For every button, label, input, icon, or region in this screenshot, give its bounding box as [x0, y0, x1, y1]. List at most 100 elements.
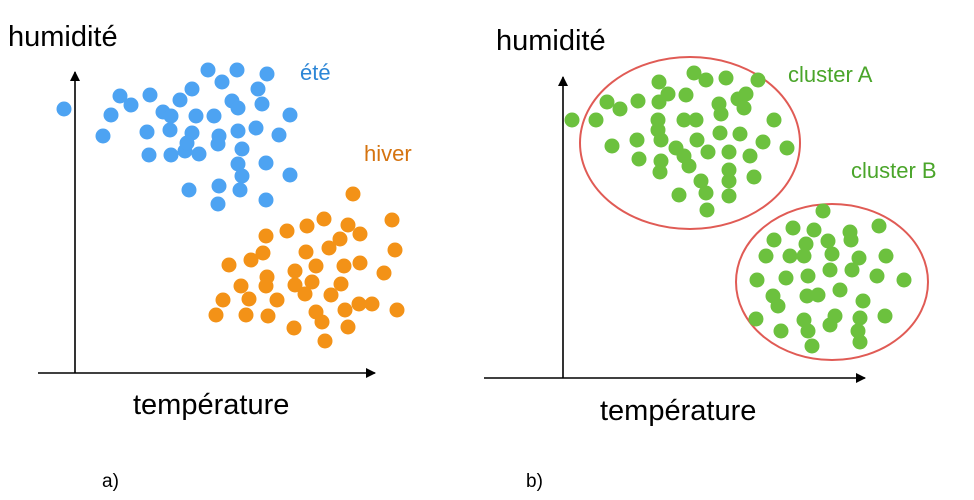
data-point — [652, 164, 668, 180]
cluster-b-ellipse — [735, 203, 929, 361]
data-point — [340, 217, 356, 233]
data-point — [800, 323, 816, 339]
data-point — [822, 262, 838, 278]
data-point — [869, 268, 885, 284]
data-point — [785, 220, 801, 236]
data-point — [721, 144, 737, 160]
data-point — [321, 240, 337, 256]
data-point — [698, 72, 714, 88]
data-point — [221, 257, 237, 273]
data-point — [232, 182, 248, 198]
data-point — [773, 323, 789, 339]
cluster-a-ellipse — [579, 56, 801, 230]
data-point — [340, 319, 356, 335]
data-point — [163, 147, 179, 163]
data-point — [279, 223, 295, 239]
panel-a: humidité température a) été hiver — [8, 21, 412, 492]
data-point — [103, 107, 119, 123]
panel-b-caption: b) — [526, 471, 543, 492]
data-point — [211, 178, 227, 194]
data-point — [191, 146, 207, 162]
data-point — [163, 108, 179, 124]
data-point — [698, 185, 714, 201]
data-point — [142, 87, 158, 103]
panel-b-ylabel: humidité — [496, 25, 606, 57]
data-point — [851, 250, 867, 266]
data-point — [748, 311, 764, 327]
data-point — [286, 320, 302, 336]
data-point — [181, 182, 197, 198]
data-point — [332, 231, 348, 247]
data-point — [287, 263, 303, 279]
data-point — [323, 287, 339, 303]
data-point — [820, 233, 836, 249]
data-point — [653, 132, 669, 148]
data-point — [123, 97, 139, 113]
data-point — [612, 101, 628, 117]
data-point — [896, 272, 912, 288]
data-point — [215, 292, 231, 308]
panel-b-xlabel: température — [600, 395, 756, 427]
data-point — [214, 74, 230, 90]
data-point — [599, 94, 615, 110]
data-point — [229, 62, 245, 78]
data-point — [746, 169, 762, 185]
data-point — [766, 112, 782, 128]
panel-a-ylabel: humidité — [8, 21, 118, 53]
data-point — [822, 317, 838, 333]
data-point — [308, 258, 324, 274]
data-point — [234, 141, 250, 157]
data-point — [333, 276, 349, 292]
data-point — [258, 192, 274, 208]
data-point — [718, 70, 734, 86]
data-point — [588, 112, 604, 128]
data-point — [779, 140, 795, 156]
data-point — [660, 86, 676, 102]
data-point — [798, 236, 814, 252]
data-point — [238, 307, 254, 323]
data-point — [250, 81, 266, 97]
data-point — [686, 65, 702, 81]
data-point — [843, 232, 859, 248]
data-point — [678, 87, 694, 103]
points-hiver — [208, 186, 405, 349]
data-point — [852, 310, 868, 326]
data-point — [314, 314, 330, 330]
data-point — [352, 226, 368, 242]
data-point — [700, 144, 716, 160]
data-point — [387, 242, 403, 258]
data-point — [112, 88, 128, 104]
panel-b: humidité température b) cluster A cluste… — [484, 25, 937, 492]
data-point — [298, 244, 314, 260]
data-point — [755, 134, 771, 150]
data-point — [259, 66, 275, 82]
data-point — [230, 156, 246, 172]
data-point — [241, 291, 257, 307]
data-point — [732, 126, 748, 142]
data-point — [712, 125, 728, 141]
data-point — [248, 120, 264, 136]
data-point — [878, 248, 894, 264]
data-point — [188, 108, 204, 124]
data-point — [254, 96, 270, 112]
data-point — [653, 153, 669, 169]
data-point — [316, 211, 332, 227]
data-point — [200, 62, 216, 78]
data-point — [243, 252, 259, 268]
data-point — [210, 136, 226, 152]
data-point — [766, 232, 782, 248]
data-point — [871, 218, 887, 234]
data-point — [255, 245, 271, 261]
data-point — [351, 296, 367, 312]
data-point — [721, 188, 737, 204]
data-point — [758, 248, 774, 264]
data-point — [210, 196, 226, 212]
data-point — [629, 132, 645, 148]
data-point — [260, 308, 276, 324]
data-point — [676, 112, 692, 128]
data-point — [671, 187, 687, 203]
data-point — [282, 167, 298, 183]
data-point — [162, 122, 178, 138]
data-point — [713, 106, 729, 122]
data-point — [95, 128, 111, 144]
